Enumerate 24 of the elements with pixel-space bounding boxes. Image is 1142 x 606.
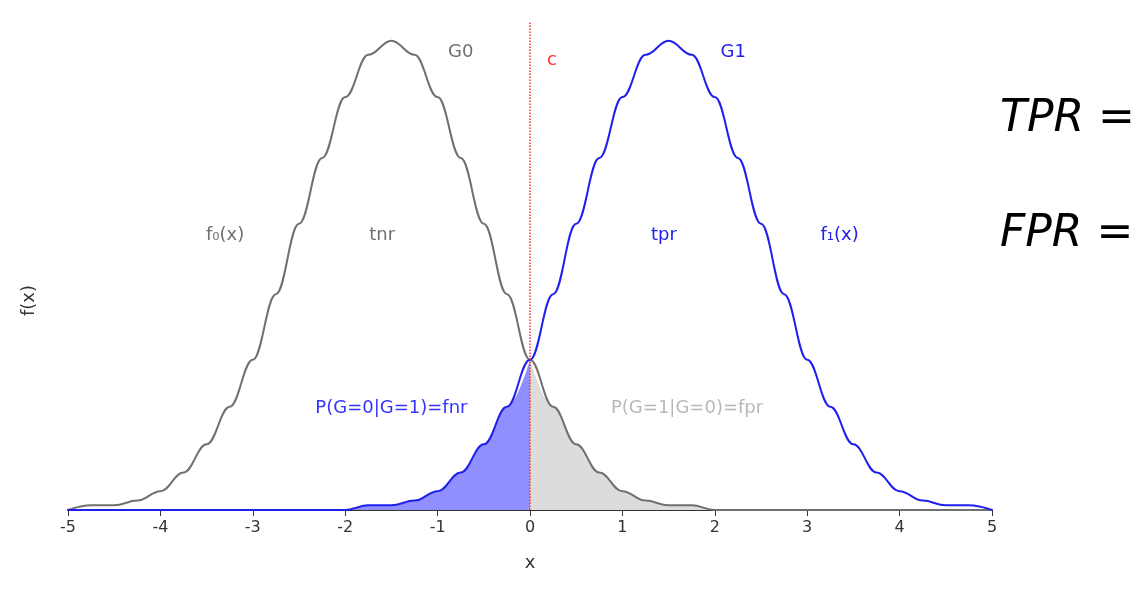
x-tick-label: -1: [429, 516, 446, 536]
annotation: P(G=1|G=0)=fpr: [610, 396, 764, 418]
annotation: G0: [448, 39, 474, 61]
ref-line-label: c: [547, 47, 557, 69]
annotation: P(G=0|G=1)=fnr: [315, 396, 469, 418]
annotation: tnr: [369, 222, 396, 244]
y-axis-title: f(x): [16, 284, 38, 317]
x-tick-label: 4: [894, 516, 905, 536]
annotation: f₀(x): [205, 222, 245, 244]
annotation: tpr: [651, 222, 678, 244]
x-tick-label: 5: [986, 516, 998, 536]
text: FPR =: [1000, 204, 1134, 256]
x-tick-label: -4: [152, 516, 169, 536]
x-tick-label: 1: [617, 516, 628, 536]
x-tick-label: 0: [524, 516, 536, 536]
annotation: f₁(x): [820, 222, 859, 244]
x-axis-title: x: [524, 550, 536, 572]
x-tick-label: -2: [337, 516, 354, 536]
x-tick-label: 3: [802, 516, 813, 536]
x-tick-label: 2: [709, 516, 720, 536]
x-tick-label: -3: [244, 516, 261, 536]
x-tick-label: -5: [60, 516, 76, 536]
text: TPR =: [1000, 89, 1135, 141]
annotation: G1: [720, 39, 746, 61]
